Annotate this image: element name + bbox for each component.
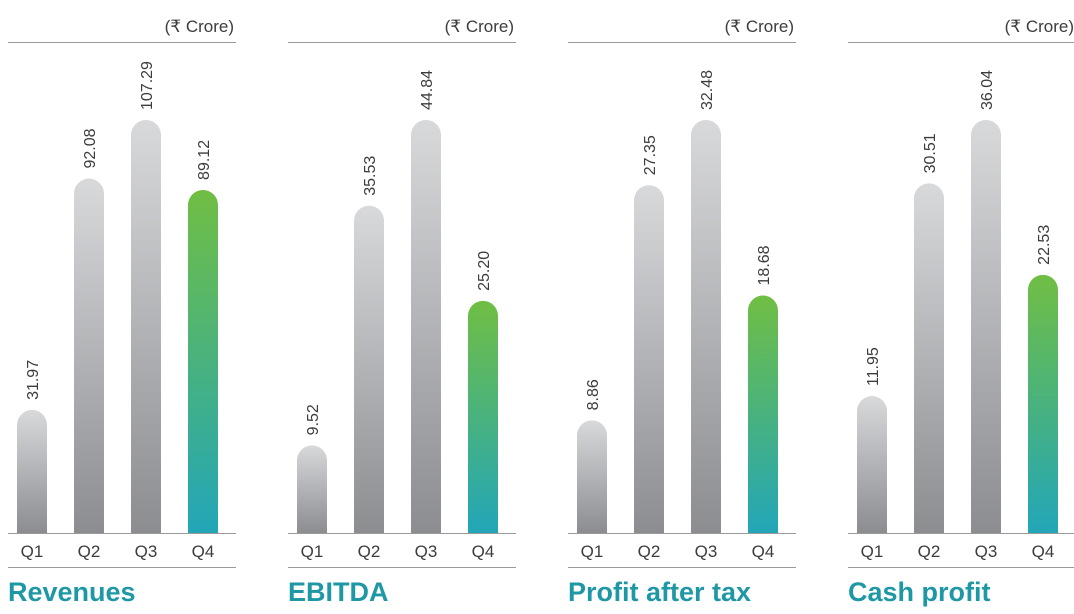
bar xyxy=(748,295,778,533)
value-label: 44.84 xyxy=(419,70,436,110)
bar xyxy=(691,120,721,533)
x-tick-label: Q3 xyxy=(695,542,718,561)
bar xyxy=(297,445,327,533)
value-label: 32.48 xyxy=(699,70,716,110)
unit-label: (₹ Crore) xyxy=(165,17,234,36)
value-label: 30.51 xyxy=(922,133,939,173)
x-tick-label: Q1 xyxy=(581,542,604,561)
bar xyxy=(634,185,664,533)
value-label: 9.52 xyxy=(305,404,322,435)
value-label: 107.29 xyxy=(139,61,156,110)
bar xyxy=(131,120,161,533)
chart-title: Cash profit xyxy=(848,577,991,607)
x-tick-label: Q3 xyxy=(975,542,998,561)
value-label: 92.08 xyxy=(82,128,99,168)
x-tick-label: Q2 xyxy=(918,542,941,561)
value-label: 36.04 xyxy=(979,70,996,110)
x-tick-label: Q3 xyxy=(415,542,438,561)
unit-label: (₹ Crore) xyxy=(1005,17,1074,36)
bar xyxy=(971,120,1001,533)
x-tick-label: Q1 xyxy=(301,542,324,561)
chart-title: EBITDA xyxy=(288,577,389,607)
bar xyxy=(468,300,498,533)
x-tick-label: Q4 xyxy=(472,542,495,561)
unit-label: (₹ Crore) xyxy=(445,17,514,36)
value-label: 27.35 xyxy=(642,135,659,175)
x-tick-label: Q4 xyxy=(1032,542,1055,561)
x-tick-label: Q1 xyxy=(861,542,884,561)
x-tick-label: Q3 xyxy=(135,542,158,561)
chart-title: Profit after tax xyxy=(568,577,751,607)
value-label: 35.53 xyxy=(362,156,379,196)
bar xyxy=(577,420,607,533)
value-label: 25.20 xyxy=(476,251,493,291)
value-label: 22.53 xyxy=(1036,225,1053,265)
bar xyxy=(74,178,104,534)
x-tick-label: Q2 xyxy=(638,542,661,561)
x-tick-label: Q2 xyxy=(358,542,381,561)
bar xyxy=(1028,274,1058,533)
chart-title: Revenues xyxy=(8,577,136,607)
bar xyxy=(411,120,441,533)
bar xyxy=(914,183,944,534)
x-tick-label: Q1 xyxy=(21,542,44,561)
value-label: 31.97 xyxy=(25,360,42,400)
value-label: 89.12 xyxy=(196,140,213,180)
x-tick-label: Q4 xyxy=(192,542,215,561)
x-tick-label: Q4 xyxy=(752,542,775,561)
value-label: 8.86 xyxy=(585,379,602,410)
x-tick-label: Q2 xyxy=(78,542,101,561)
bar xyxy=(354,205,384,533)
bar xyxy=(188,189,218,533)
value-label: 18.68 xyxy=(756,245,773,285)
bar xyxy=(857,396,887,533)
bar xyxy=(17,409,47,533)
unit-label: (₹ Crore) xyxy=(725,17,794,36)
value-label: 11.95 xyxy=(865,347,882,386)
